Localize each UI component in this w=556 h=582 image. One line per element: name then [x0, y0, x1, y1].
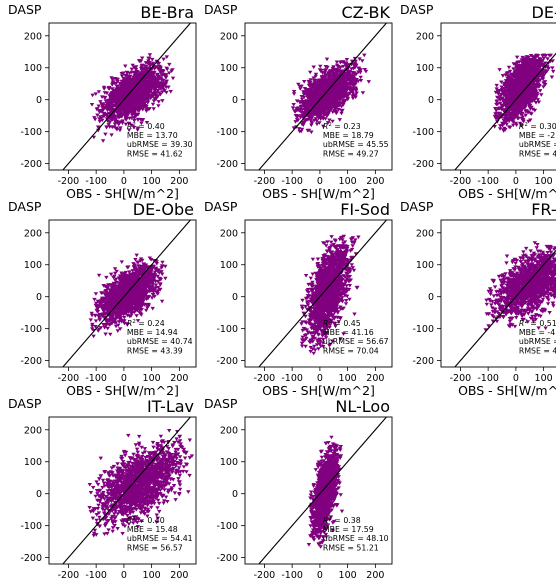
y-tick-label: 200: [24, 31, 42, 42]
data-point: [109, 133, 113, 137]
data-point: [495, 84, 499, 88]
data-point: [308, 71, 312, 75]
data-point: [90, 103, 94, 107]
data-point: [539, 93, 543, 97]
y-tick-label: 100: [220, 63, 238, 74]
data-point: [515, 56, 519, 60]
data-point: [359, 76, 363, 80]
data-point: [362, 54, 366, 58]
data-point: [104, 126, 108, 130]
y-tick-label: -100: [20, 127, 42, 138]
stat-rmse: RMSE = 49.27: [323, 149, 379, 158]
y-tick-label: 0: [428, 95, 434, 106]
data-point: [104, 276, 108, 280]
y-tick-label: 100: [24, 63, 42, 74]
stat-mbe: MBE = 13.70: [127, 131, 178, 140]
data-point: [360, 59, 364, 63]
data-point: [152, 107, 156, 111]
y-tick-label: 200: [416, 31, 434, 42]
data-point: [123, 65, 127, 69]
data-point: [167, 63, 171, 67]
data-point: [169, 90, 173, 94]
y-label: DASP: [8, 2, 42, 17]
stat-r2: R2 = 0.30: [519, 122, 556, 131]
stat-ubrmse: ubRMSE = 46.69: [519, 140, 556, 149]
data-point: [148, 53, 152, 57]
data-point: [163, 277, 167, 281]
data-point: [309, 124, 313, 128]
data-point: [171, 77, 175, 81]
data-point: [367, 80, 371, 84]
y-label: DASP: [204, 2, 238, 17]
data-point: [312, 66, 316, 70]
data-point: [108, 333, 112, 337]
stat-rmse: RMSE = 41.62: [127, 149, 183, 158]
stat-mbe: MBE = 18.79: [323, 131, 374, 140]
data-point: [345, 58, 349, 62]
y-tick-label: -200: [412, 159, 434, 170]
y-tick-label: 100: [416, 63, 434, 74]
data-point: [318, 65, 322, 69]
data-point: [151, 103, 155, 107]
data-point: [156, 104, 160, 108]
data-point: [292, 103, 296, 107]
data-point: [497, 68, 501, 72]
y-tick-label: -200: [20, 159, 42, 170]
y-tick-label: -200: [216, 159, 238, 170]
data-point: [103, 133, 107, 137]
y-tick-label: 0: [232, 95, 238, 106]
data-point: [302, 80, 306, 84]
data-point: [550, 76, 554, 80]
x-label: OBS - SH[W/m^2]: [66, 186, 179, 201]
y-tick-label: -100: [412, 127, 434, 138]
subplot-title: CZ-BK: [341, 3, 390, 22]
data-point: [160, 99, 164, 103]
data-point: [309, 131, 313, 135]
stat-r2: R2 = 0.40: [127, 122, 165, 131]
x-label: OBS - SH[W/m^2]: [458, 186, 556, 201]
data-point: [315, 123, 319, 127]
data-point: [134, 314, 138, 318]
data-point: [551, 70, 555, 74]
data-point: [101, 139, 105, 143]
x-label: OBS - SH[W/m^2]: [262, 186, 375, 201]
stat-rmse: RMSE = 46.78: [519, 149, 556, 158]
data-point: [98, 120, 102, 124]
data-point: [335, 61, 339, 65]
subplot-de-hai: -200-1000100200-200-1000100200DASPDE-Hai…: [400, 2, 556, 201]
subplot-title: DE-Hai: [532, 3, 556, 22]
stat-r2: R2 = 0.23: [323, 122, 361, 131]
data-point: [507, 66, 511, 70]
y-label: DASP: [400, 2, 434, 17]
data-point: [161, 58, 165, 62]
y-tick-label: 200: [220, 31, 238, 42]
stat-ubrmse: ubRMSE = 45.55: [323, 140, 389, 149]
data-point: [292, 92, 296, 96]
data-point: [89, 318, 93, 322]
data-point: [361, 91, 365, 95]
data-point: [157, 100, 161, 104]
subplot-title: BE-Bra: [140, 3, 194, 22]
data-point: [144, 109, 148, 113]
stat-ubrmse: ubRMSE = 39.30: [127, 140, 193, 149]
data-point: [90, 94, 94, 98]
y-tick-label: 0: [36, 95, 42, 106]
y-tick-label: -100: [216, 127, 238, 138]
data-point: [534, 101, 538, 105]
data-point: [102, 87, 106, 91]
data-point: [130, 68, 134, 72]
data-point: [501, 74, 505, 78]
data-point: [325, 58, 329, 62]
stat-mbe: MBE = -2.93: [519, 131, 556, 140]
